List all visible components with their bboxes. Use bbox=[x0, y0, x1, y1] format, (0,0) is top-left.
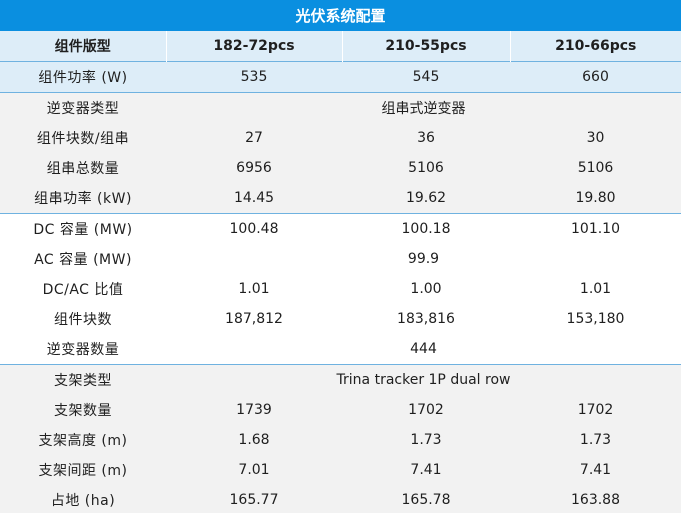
cell-value: 660 bbox=[510, 61, 681, 93]
table-header-row: 组件版型 182-72pcs 210-55pcs 210-66pcs bbox=[0, 31, 681, 62]
row-label: 支架类型 bbox=[0, 364, 166, 395]
row-label: 逆变器类型 bbox=[0, 92, 166, 123]
cell-value: 5106 bbox=[510, 153, 681, 183]
cell-value: 7.41 bbox=[342, 455, 510, 485]
cell-value: 165.78 bbox=[342, 485, 510, 513]
row-label: DC 容量 (MW) bbox=[0, 213, 166, 244]
cell-value: 1702 bbox=[342, 395, 510, 425]
cell-value: 19.80 bbox=[510, 183, 681, 214]
row-label: 组件块数/组串 bbox=[0, 123, 166, 153]
row-label: AC 容量 (MW) bbox=[0, 244, 166, 274]
row-label: 组串总数量 bbox=[0, 153, 166, 183]
table-row: 组件块数 187,812 183,816 153,180 bbox=[0, 304, 681, 334]
cell-value: 1.73 bbox=[342, 425, 510, 455]
cell-value: 1.01 bbox=[510, 274, 681, 304]
row-label: 支架高度 (m) bbox=[0, 425, 166, 455]
header-col-1: 182-72pcs bbox=[166, 31, 343, 62]
table-row: 组串总数量 6956 5106 5106 bbox=[0, 153, 681, 183]
cell-value: 545 bbox=[342, 61, 510, 93]
cell-merged: 444 bbox=[166, 334, 681, 365]
table-title-row: 光伏系统配置 bbox=[0, 0, 681, 31]
cell-value: 101.10 bbox=[510, 213, 681, 244]
table-row: 组件功率 (W) 535 545 660 bbox=[0, 61, 681, 93]
cell-value: 163.88 bbox=[510, 485, 681, 513]
cell-value: 1.73 bbox=[510, 425, 681, 455]
cell-value: 1.00 bbox=[342, 274, 510, 304]
table-row: 组串功率 (kW) 14.45 19.62 19.80 bbox=[0, 183, 681, 214]
header-label: 组件版型 bbox=[0, 31, 167, 62]
table-row: 支架数量 1739 1702 1702 bbox=[0, 395, 681, 425]
table-row: 支架间距 (m) 7.01 7.41 7.41 bbox=[0, 455, 681, 485]
cell-value: 535 bbox=[166, 61, 342, 93]
cell-value: 7.41 bbox=[510, 455, 681, 485]
row-label: DC/AC 比值 bbox=[0, 274, 166, 304]
row-label: 组件功率 (W) bbox=[0, 61, 166, 93]
row-label: 支架数量 bbox=[0, 395, 166, 425]
cell-value: 1.01 bbox=[166, 274, 342, 304]
cell-value: 5106 bbox=[342, 153, 510, 183]
row-label: 组串功率 (kW) bbox=[0, 183, 166, 214]
table-row: 占地 (ha) 165.77 165.78 163.88 bbox=[0, 485, 681, 513]
cell-value: 100.18 bbox=[342, 213, 510, 244]
table-row: 支架高度 (m) 1.68 1.73 1.73 bbox=[0, 425, 681, 455]
cell-merged: 组串式逆变器 bbox=[166, 92, 681, 123]
header-col-2: 210-55pcs bbox=[342, 31, 511, 62]
cell-value: 187,812 bbox=[166, 304, 342, 334]
cell-value: 165.77 bbox=[166, 485, 342, 513]
cell-value: 14.45 bbox=[166, 183, 342, 214]
cell-value: 36 bbox=[342, 123, 510, 153]
cell-value: 1.68 bbox=[166, 425, 342, 455]
table-title: 光伏系统配置 bbox=[0, 0, 681, 31]
cell-value: 27 bbox=[166, 123, 342, 153]
cell-value: 7.01 bbox=[166, 455, 342, 485]
table-row: DC 容量 (MW) 100.48 100.18 101.10 bbox=[0, 213, 681, 244]
row-label: 支架间距 (m) bbox=[0, 455, 166, 485]
cell-value: 30 bbox=[510, 123, 681, 153]
table-row: AC 容量 (MW) 99.9 bbox=[0, 244, 681, 274]
table-row: 逆变器类型 组串式逆变器 bbox=[0, 92, 681, 123]
cell-merged: 99.9 bbox=[166, 244, 681, 274]
cell-value: 153,180 bbox=[510, 304, 681, 334]
row-label: 占地 (ha) bbox=[0, 485, 166, 513]
cell-value: 19.62 bbox=[342, 183, 510, 214]
cell-value: 1739 bbox=[166, 395, 342, 425]
cell-value: 100.48 bbox=[166, 213, 342, 244]
table-row: 组件块数/组串 27 36 30 bbox=[0, 123, 681, 153]
row-label: 组件块数 bbox=[0, 304, 166, 334]
cell-merged: Trina tracker 1P dual row bbox=[166, 364, 681, 395]
cell-value: 183,816 bbox=[342, 304, 510, 334]
cell-value: 6956 bbox=[166, 153, 342, 183]
row-label: 逆变器数量 bbox=[0, 334, 166, 365]
table-row: 逆变器数量 444 bbox=[0, 334, 681, 365]
table-row: 支架类型 Trina tracker 1P dual row bbox=[0, 364, 681, 395]
header-col-3: 210-66pcs bbox=[510, 31, 681, 62]
table-row: DC/AC 比值 1.01 1.00 1.01 bbox=[0, 274, 681, 304]
cell-value: 1702 bbox=[510, 395, 681, 425]
